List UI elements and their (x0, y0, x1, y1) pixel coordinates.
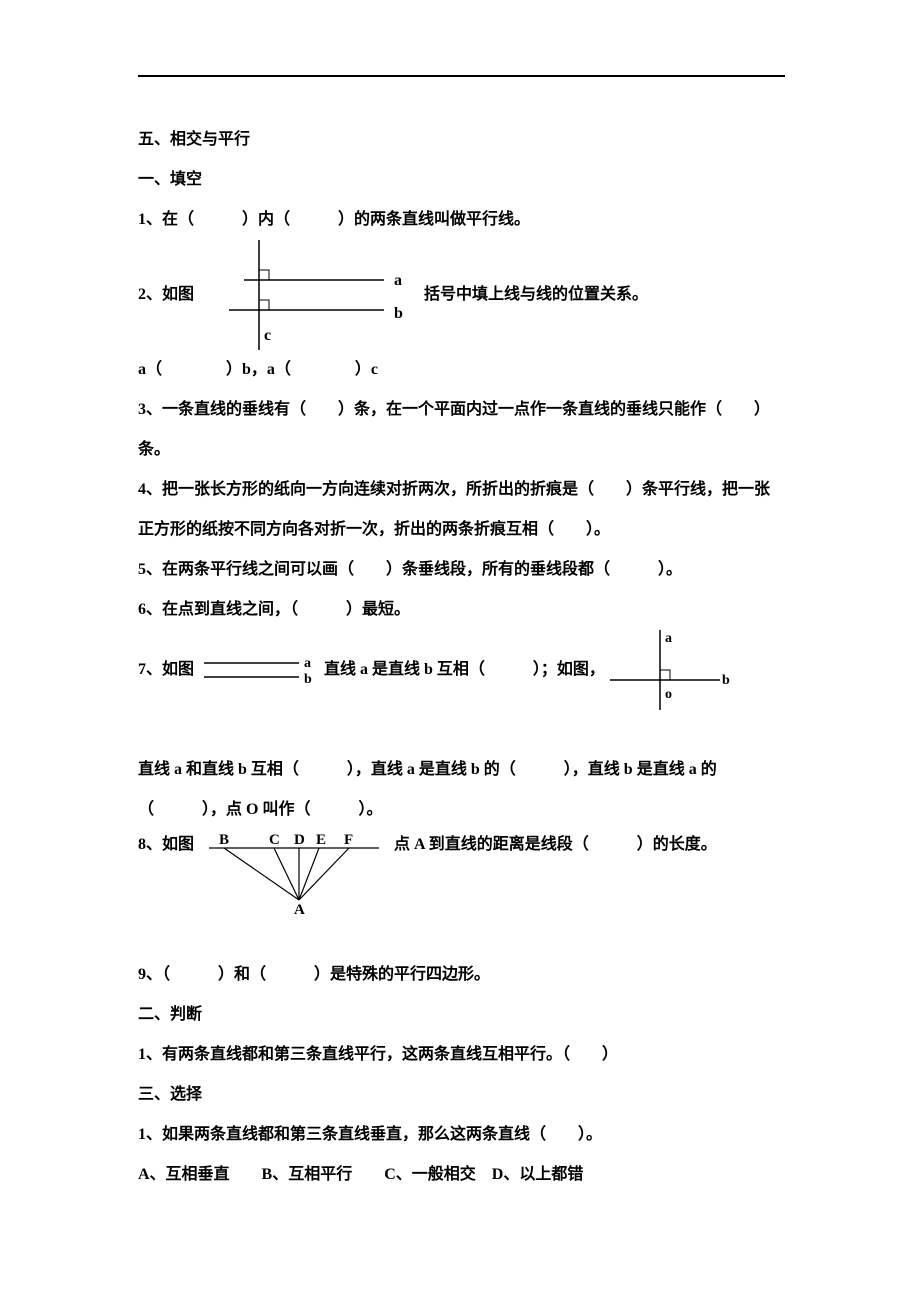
figure-q8-point-to-line: B C D E F A (204, 830, 384, 915)
question-3: 3、一条直线的垂线有（ ）条，在一个平面内过一点作一条直线的垂线只能作（ ）条。 (138, 390, 785, 470)
label-a: a (394, 272, 402, 289)
judge-1: 1、有两条直线都和第三条直线平行，这两条直线互相平行。（ ） (138, 1035, 785, 1075)
label-C: C (269, 832, 280, 848)
section-2-heading: 二、判断 (138, 995, 785, 1035)
chapter-title: 五、相交与平行 (138, 120, 785, 160)
question-1: 1、在（ ）内（ ）的两条直线叫做平行线。 (138, 200, 785, 240)
question-2-prefix: 2、如图 (138, 275, 194, 315)
label-a: a (304, 656, 311, 671)
question-2-row: 2、如图 a b c 括号中填上线与线的位置关系。 (138, 240, 785, 350)
question-8-suffix: 点 A 到直线的距离是线段（ ）的长度。 (394, 830, 717, 856)
label-o: o (665, 687, 672, 702)
section-3-heading: 三、选择 (138, 1075, 785, 1115)
label-D: D (294, 832, 305, 848)
question-7-prefix: 7、如图 (138, 660, 194, 679)
label-b: b (722, 673, 730, 688)
question-6: 6、在点到直线之间，（ ）最短。 (138, 590, 785, 630)
label-b: b (304, 672, 312, 685)
question-8-prefix: 8、如图 (138, 830, 194, 856)
question-7a: 直线 a 和直线 b 互相（ ），直线 a 是直线 b 的（ ），直线 b 是直… (138, 750, 785, 830)
label-A: A (294, 902, 305, 915)
question-2-suffix: 括号中填上线与线的位置关系。 (424, 275, 648, 315)
question-7-mid: 直线 a 是直线 b 互相（ ）；如图， (324, 660, 605, 679)
question-4: 4、把一张长方形的纸向一方向连续对折两次，所折出的折痕是（ ）条平行线，把一张正… (138, 470, 785, 550)
document-body: 五、相交与平行 一、填空 1、在（ ）内（ ）的两条直线叫做平行线。 2、如图 … (138, 120, 785, 1195)
section-1-heading: 一、填空 (138, 160, 785, 200)
label-B: B (219, 832, 229, 848)
figure-q2-perpendicular-lines: a b c (204, 240, 414, 350)
label-a: a (665, 631, 672, 646)
question-9: 9、（ ）和（ ）是特殊的平行四边形。 (138, 955, 785, 995)
figure-q7-perpendicular: a b o (610, 630, 730, 710)
label-c: c (264, 327, 271, 344)
top-rule (138, 75, 785, 77)
question-8-row: 8、如图 B C D E F A 点 A 到直线的距离是线段（ ）的长度。 (138, 830, 785, 915)
question-5: 5、在两条平行线之间可以画（ ）条垂线段，所有的垂线段都（ ）。 (138, 550, 785, 590)
figure-q7-parallel: a b (199, 655, 319, 685)
label-b: b (394, 305, 403, 322)
question-7-row: 7、如图 a b 直线 a 是直线 b 互相（ ）；如图， a b o (138, 630, 785, 710)
choice-1-options: A、互相垂直 B、互相平行 C、一般相交 D、以上都错 (138, 1155, 785, 1195)
choice-1: 1、如果两条直线都和第三条直线垂直，那么这两条直线（ ）。 (138, 1115, 785, 1155)
question-2-line2: a（ ）b，a（ ）c (138, 350, 785, 390)
label-E: E (316, 832, 326, 848)
label-F: F (344, 832, 353, 848)
